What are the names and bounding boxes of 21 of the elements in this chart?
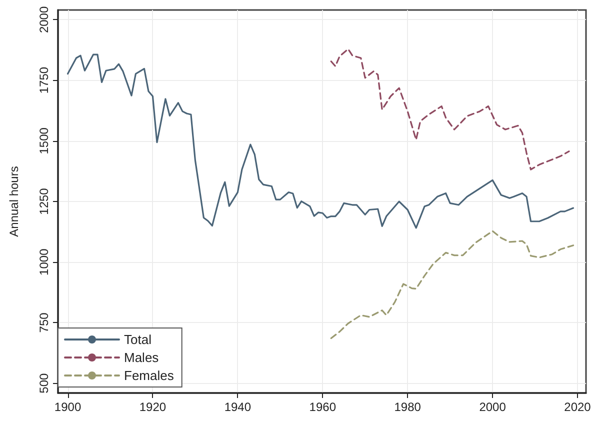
- x-tick-label: 2020: [564, 400, 592, 414]
- legend-label: Females: [124, 368, 174, 383]
- line-series: [66, 54, 574, 229]
- legend-label: Total: [124, 332, 152, 347]
- x-tick-label: 1960: [309, 400, 336, 414]
- x-tick-label: 2000: [479, 400, 506, 414]
- y-tick-label: 1750: [37, 66, 51, 94]
- y-tick-label: 1250: [37, 188, 51, 215]
- y-tick-label: 500: [37, 372, 51, 394]
- line-series: [330, 48, 570, 170]
- y-tick-label: 2000: [37, 6, 51, 34]
- x-tick-label: 1920: [139, 400, 166, 414]
- y-axis-title: Annual hours: [7, 166, 21, 237]
- line-series: [330, 230, 574, 340]
- x-tick-label: 1980: [394, 400, 422, 414]
- x-tick-label: 1940: [224, 400, 252, 414]
- y-tick-label: 1500: [37, 127, 51, 154]
- y-tick-label: 750: [37, 312, 51, 333]
- legend-label: Males: [124, 350, 160, 365]
- y-tick-label: 1000: [37, 248, 51, 276]
- x-tick-label: 1900: [54, 400, 82, 414]
